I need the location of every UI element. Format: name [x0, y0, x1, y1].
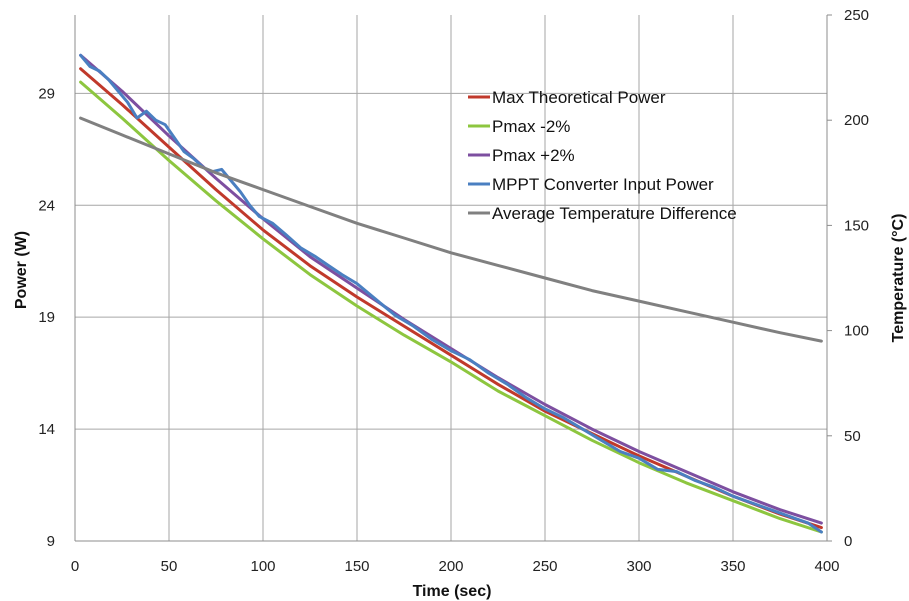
series-layer	[79, 53, 823, 534]
x-tick-label: 200	[438, 558, 463, 575]
y-tick-label: 19	[38, 309, 55, 326]
x-tick-labels: 0 50 100 150 200 250 300 350 400	[71, 558, 840, 575]
plot-frame	[74, 14, 832, 542]
y2-tick-label: 250	[844, 7, 869, 24]
y2-tick-label: 200	[844, 112, 869, 129]
series-line-3	[79, 53, 823, 534]
y-tick-label: 24	[38, 197, 55, 214]
x-tick-label: 250	[532, 558, 557, 575]
y-tick-label: 14	[38, 421, 55, 438]
y2-tick-labels: 0 50 100 150 200 250	[844, 7, 869, 550]
legend: Max Theoretical Power Pmax -2% Pmax +2% MPP…	[468, 88, 737, 223]
x-tick-label: 350	[720, 558, 745, 575]
x-tick-label: 0	[71, 558, 79, 575]
x-tick-label: 100	[250, 558, 275, 575]
y-tick-label: 29	[38, 85, 55, 102]
y-tick-labels: 9 14 19 24 29	[38, 85, 55, 550]
y2-axis-title: Temperature (°C)	[890, 214, 907, 343]
legend-label: Average Temperature Difference	[492, 204, 737, 223]
y-tick-label: 9	[47, 533, 55, 550]
x-tick-label: 400	[814, 558, 839, 575]
y2-tick-label: 100	[844, 323, 869, 340]
series-line-4	[79, 116, 823, 343]
y-axis-title: Power (W)	[13, 231, 30, 309]
legend-label: MPPT Converter Input Power	[492, 175, 714, 194]
x-axis-title: Time (sec)	[413, 583, 492, 600]
grid	[74, 15, 828, 542]
legend-label: Pmax +2%	[492, 146, 575, 165]
x-tick-label: 50	[161, 558, 178, 575]
x-tick-label: 300	[626, 558, 651, 575]
legend-label: Max Theoretical Power	[492, 88, 666, 107]
x-tick-label: 150	[344, 558, 369, 575]
y2-tick-label: 50	[844, 428, 861, 445]
legend-label: Pmax -2%	[492, 117, 570, 136]
series-line-1	[79, 80, 823, 534]
y2-tick-label: 0	[844, 533, 852, 550]
y2-tick-label: 150	[844, 217, 869, 234]
